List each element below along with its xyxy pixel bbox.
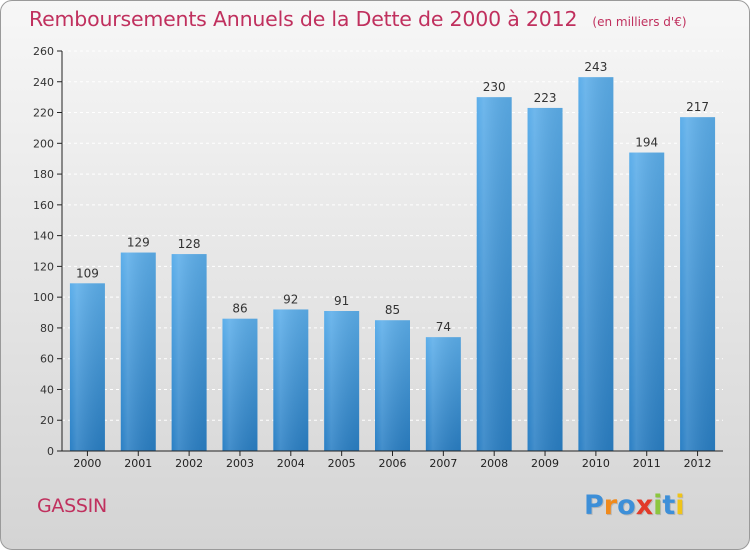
bar-sheen: [476, 97, 512, 452]
data-label: 223: [534, 91, 557, 105]
x-tick-label: 2010: [582, 457, 610, 470]
x-tick-label: 2004: [277, 457, 305, 470]
logo-letter: i: [675, 490, 685, 521]
data-label: 86: [232, 302, 247, 316]
x-tick-label: 2008: [480, 457, 508, 470]
data-label: 194: [635, 136, 658, 150]
bar-sheen: [324, 311, 360, 451]
x-tick-label: 2002: [175, 457, 203, 470]
bar-sheen: [120, 252, 156, 451]
y-tick-label: 40: [40, 383, 54, 396]
bar-sheen: [425, 337, 461, 451]
logo-letter: r: [603, 490, 618, 521]
bar-sheen: [578, 77, 614, 452]
y-tick-label: 180: [33, 168, 54, 181]
commune-name: GASSIN: [37, 495, 107, 517]
bar-sheen: [375, 320, 410, 451]
bar-sheen: [527, 107, 563, 451]
data-label: 91: [334, 294, 349, 308]
y-tick-label: 200: [33, 137, 54, 150]
x-tick-label: 2011: [633, 457, 661, 470]
x-tick-label: 2007: [429, 457, 457, 470]
title-row: Remboursements Annuels de la Dette de 20…: [29, 7, 687, 31]
y-tick-label: 100: [33, 291, 54, 304]
y-tick-label: 160: [33, 199, 54, 212]
bar-sheen: [273, 309, 309, 451]
y-tick-label: 220: [33, 107, 54, 120]
y-tick-label: 260: [33, 45, 54, 58]
bar-sheen: [171, 254, 207, 451]
data-label: 217: [686, 100, 709, 114]
logo-letter: x: [635, 490, 654, 521]
chart-title: Remboursements Annuels de la Dette de 20…: [29, 7, 578, 31]
logo-letter: o: [617, 490, 636, 521]
bar-sheen: [222, 318, 258, 451]
logo-letter: i: [653, 490, 663, 521]
axis-layer: 0 20 40 60 80 100 120 140 160 180 200 220 240 260 2000…: [33, 45, 723, 470]
y-tick-label: 0: [47, 445, 54, 458]
data-label: 129: [127, 236, 150, 250]
data-label: 74: [436, 320, 451, 334]
x-tick-label: 2005: [328, 457, 356, 470]
logo-letter: P: [584, 490, 604, 521]
bar-sheen: [680, 117, 716, 452]
x-tick-label: 2009: [531, 457, 559, 470]
chart-unit: (en milliers d'€): [592, 15, 687, 29]
bars-layer: [69, 77, 716, 452]
x-tick-label: 2000: [73, 457, 101, 470]
y-tick-label: 20: [40, 414, 54, 427]
bar-sheen: [69, 283, 105, 451]
data-label: 85: [385, 303, 400, 317]
y-tick-label: 120: [33, 260, 54, 273]
labels-layer: 109 129 128 86 92 91 85 74 230 223 243 194 217: [76, 60, 709, 334]
data-label: 128: [178, 237, 201, 251]
data-label: 109: [76, 266, 99, 280]
y-tick-label: 60: [40, 353, 54, 366]
data-label: 230: [483, 80, 506, 94]
x-tick-label: 2001: [124, 457, 152, 470]
data-label: 92: [283, 292, 298, 306]
data-label: 243: [584, 60, 607, 74]
proxiti-logo[interactable]: Proxiti: [584, 490, 685, 521]
x-tick-label: 2003: [226, 457, 254, 470]
x-tick-label: 2006: [379, 457, 407, 470]
logo-letter: t: [662, 490, 676, 521]
y-tick-label: 80: [40, 322, 54, 335]
y-tick-label: 140: [33, 230, 54, 243]
x-tick-label: 2012: [684, 457, 712, 470]
bar-sheen: [629, 152, 665, 452]
y-tick-label: 240: [33, 76, 54, 89]
